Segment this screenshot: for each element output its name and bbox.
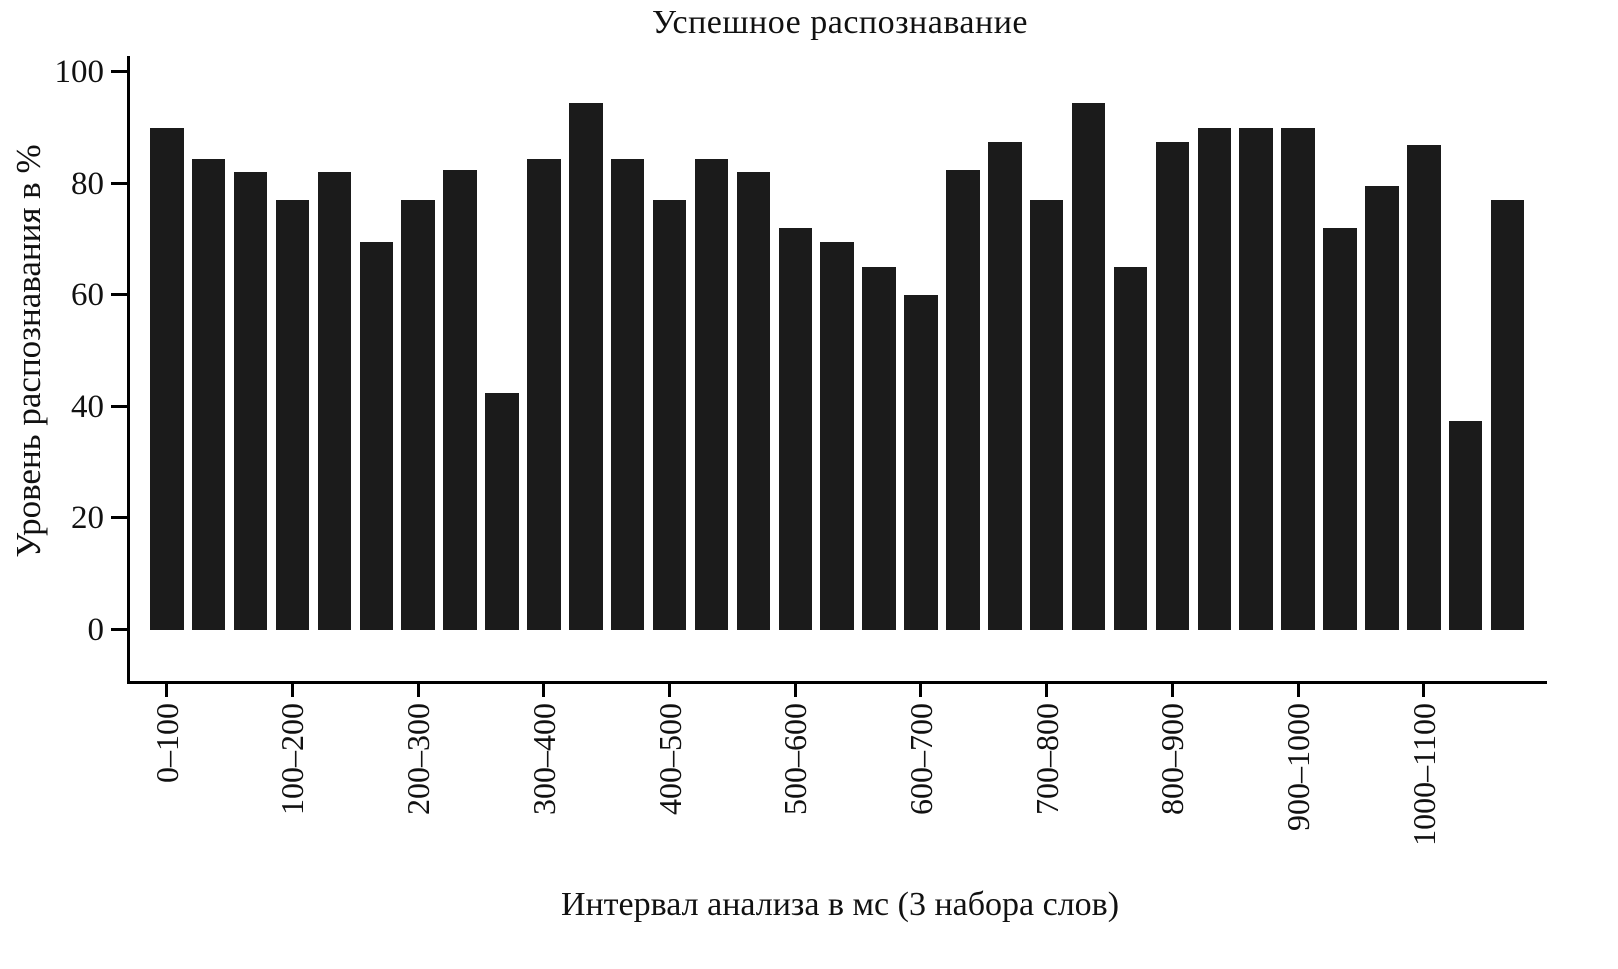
bar — [1029, 200, 1064, 630]
bar — [401, 200, 435, 630]
bar — [1113, 267, 1148, 630]
bar — [820, 242, 854, 630]
y-tick-mark — [111, 404, 127, 408]
bar — [1323, 228, 1357, 630]
x-tick-mark — [1422, 681, 1426, 697]
y-tick-label: 100 — [54, 54, 105, 90]
x-axis-label: Интервал анализа в мс (3 набора слов) — [560, 886, 1120, 923]
x-tick-label: 300–400 — [525, 703, 562, 815]
bar — [233, 172, 268, 630]
x-tick-mark — [1296, 681, 1300, 697]
y-tick-label: 60 — [71, 277, 104, 314]
bar — [1155, 141, 1190, 630]
bar — [778, 228, 812, 630]
bar — [904, 295, 938, 630]
x-tick-mark — [1170, 681, 1174, 697]
y-tick-mark — [111, 181, 127, 185]
y-tick-label: 0 — [87, 612, 105, 648]
bar — [1448, 420, 1483, 630]
bar — [1239, 127, 1273, 630]
x-tick-mark — [793, 681, 797, 697]
x-tick-label: 700–800 — [1028, 703, 1065, 815]
bar — [1365, 186, 1399, 630]
y-tick-mark — [111, 70, 127, 73]
bar — [1281, 127, 1315, 630]
x-tick-label: 0–100 — [148, 703, 185, 783]
bar — [988, 141, 1022, 630]
x-tick-label: 800–900 — [1154, 703, 1191, 815]
x-tick-mark — [165, 681, 169, 697]
bar — [275, 200, 310, 630]
x-tick-label: 100–200 — [274, 703, 311, 815]
x-tick-label: 900–1000 — [1280, 703, 1317, 831]
x-tick-mark — [668, 681, 672, 697]
bar — [946, 169, 980, 630]
bar — [485, 392, 519, 630]
x-tick-label: 400–500 — [651, 703, 688, 815]
x-tick-mark — [290, 681, 294, 697]
bar — [1071, 102, 1106, 630]
bar — [191, 158, 226, 630]
y-axis-label-text: Уровень распознавания в % — [9, 144, 48, 558]
x-axis-line — [127, 681, 1547, 684]
bar — [1490, 200, 1525, 630]
bar — [443, 169, 477, 630]
bar — [610, 158, 645, 630]
y-tick-label: 80 — [71, 165, 104, 202]
chart-title: Успешное распознавание — [651, 4, 1029, 41]
bar — [1197, 127, 1231, 630]
y-tick-mark — [111, 516, 127, 520]
x-tick-mark — [416, 681, 420, 697]
x-tick-label: 1000–1100 — [1405, 703, 1442, 846]
bar — [736, 172, 771, 630]
x-tick-label: 600–700 — [902, 703, 939, 815]
y-axis-line — [127, 56, 130, 684]
y-tick-mark — [111, 293, 127, 297]
bar — [862, 267, 896, 630]
bar — [317, 172, 352, 630]
x-tick-label: 500–600 — [777, 703, 814, 815]
bar — [359, 242, 393, 630]
x-tick-mark — [1045, 681, 1049, 697]
y-tick-mark — [111, 628, 127, 631]
x-tick-mark — [542, 681, 546, 697]
x-tick-mark — [919, 681, 923, 697]
bar — [527, 158, 561, 630]
x-tick-label: 200–300 — [400, 703, 437, 815]
bar — [150, 127, 184, 630]
y-tick-label: 20 — [71, 500, 104, 537]
bar — [694, 158, 729, 630]
bar — [569, 102, 603, 630]
plot-area — [130, 72, 1542, 630]
bar — [652, 200, 687, 630]
bar — [1407, 144, 1441, 630]
y-tick-label: 40 — [71, 388, 104, 425]
